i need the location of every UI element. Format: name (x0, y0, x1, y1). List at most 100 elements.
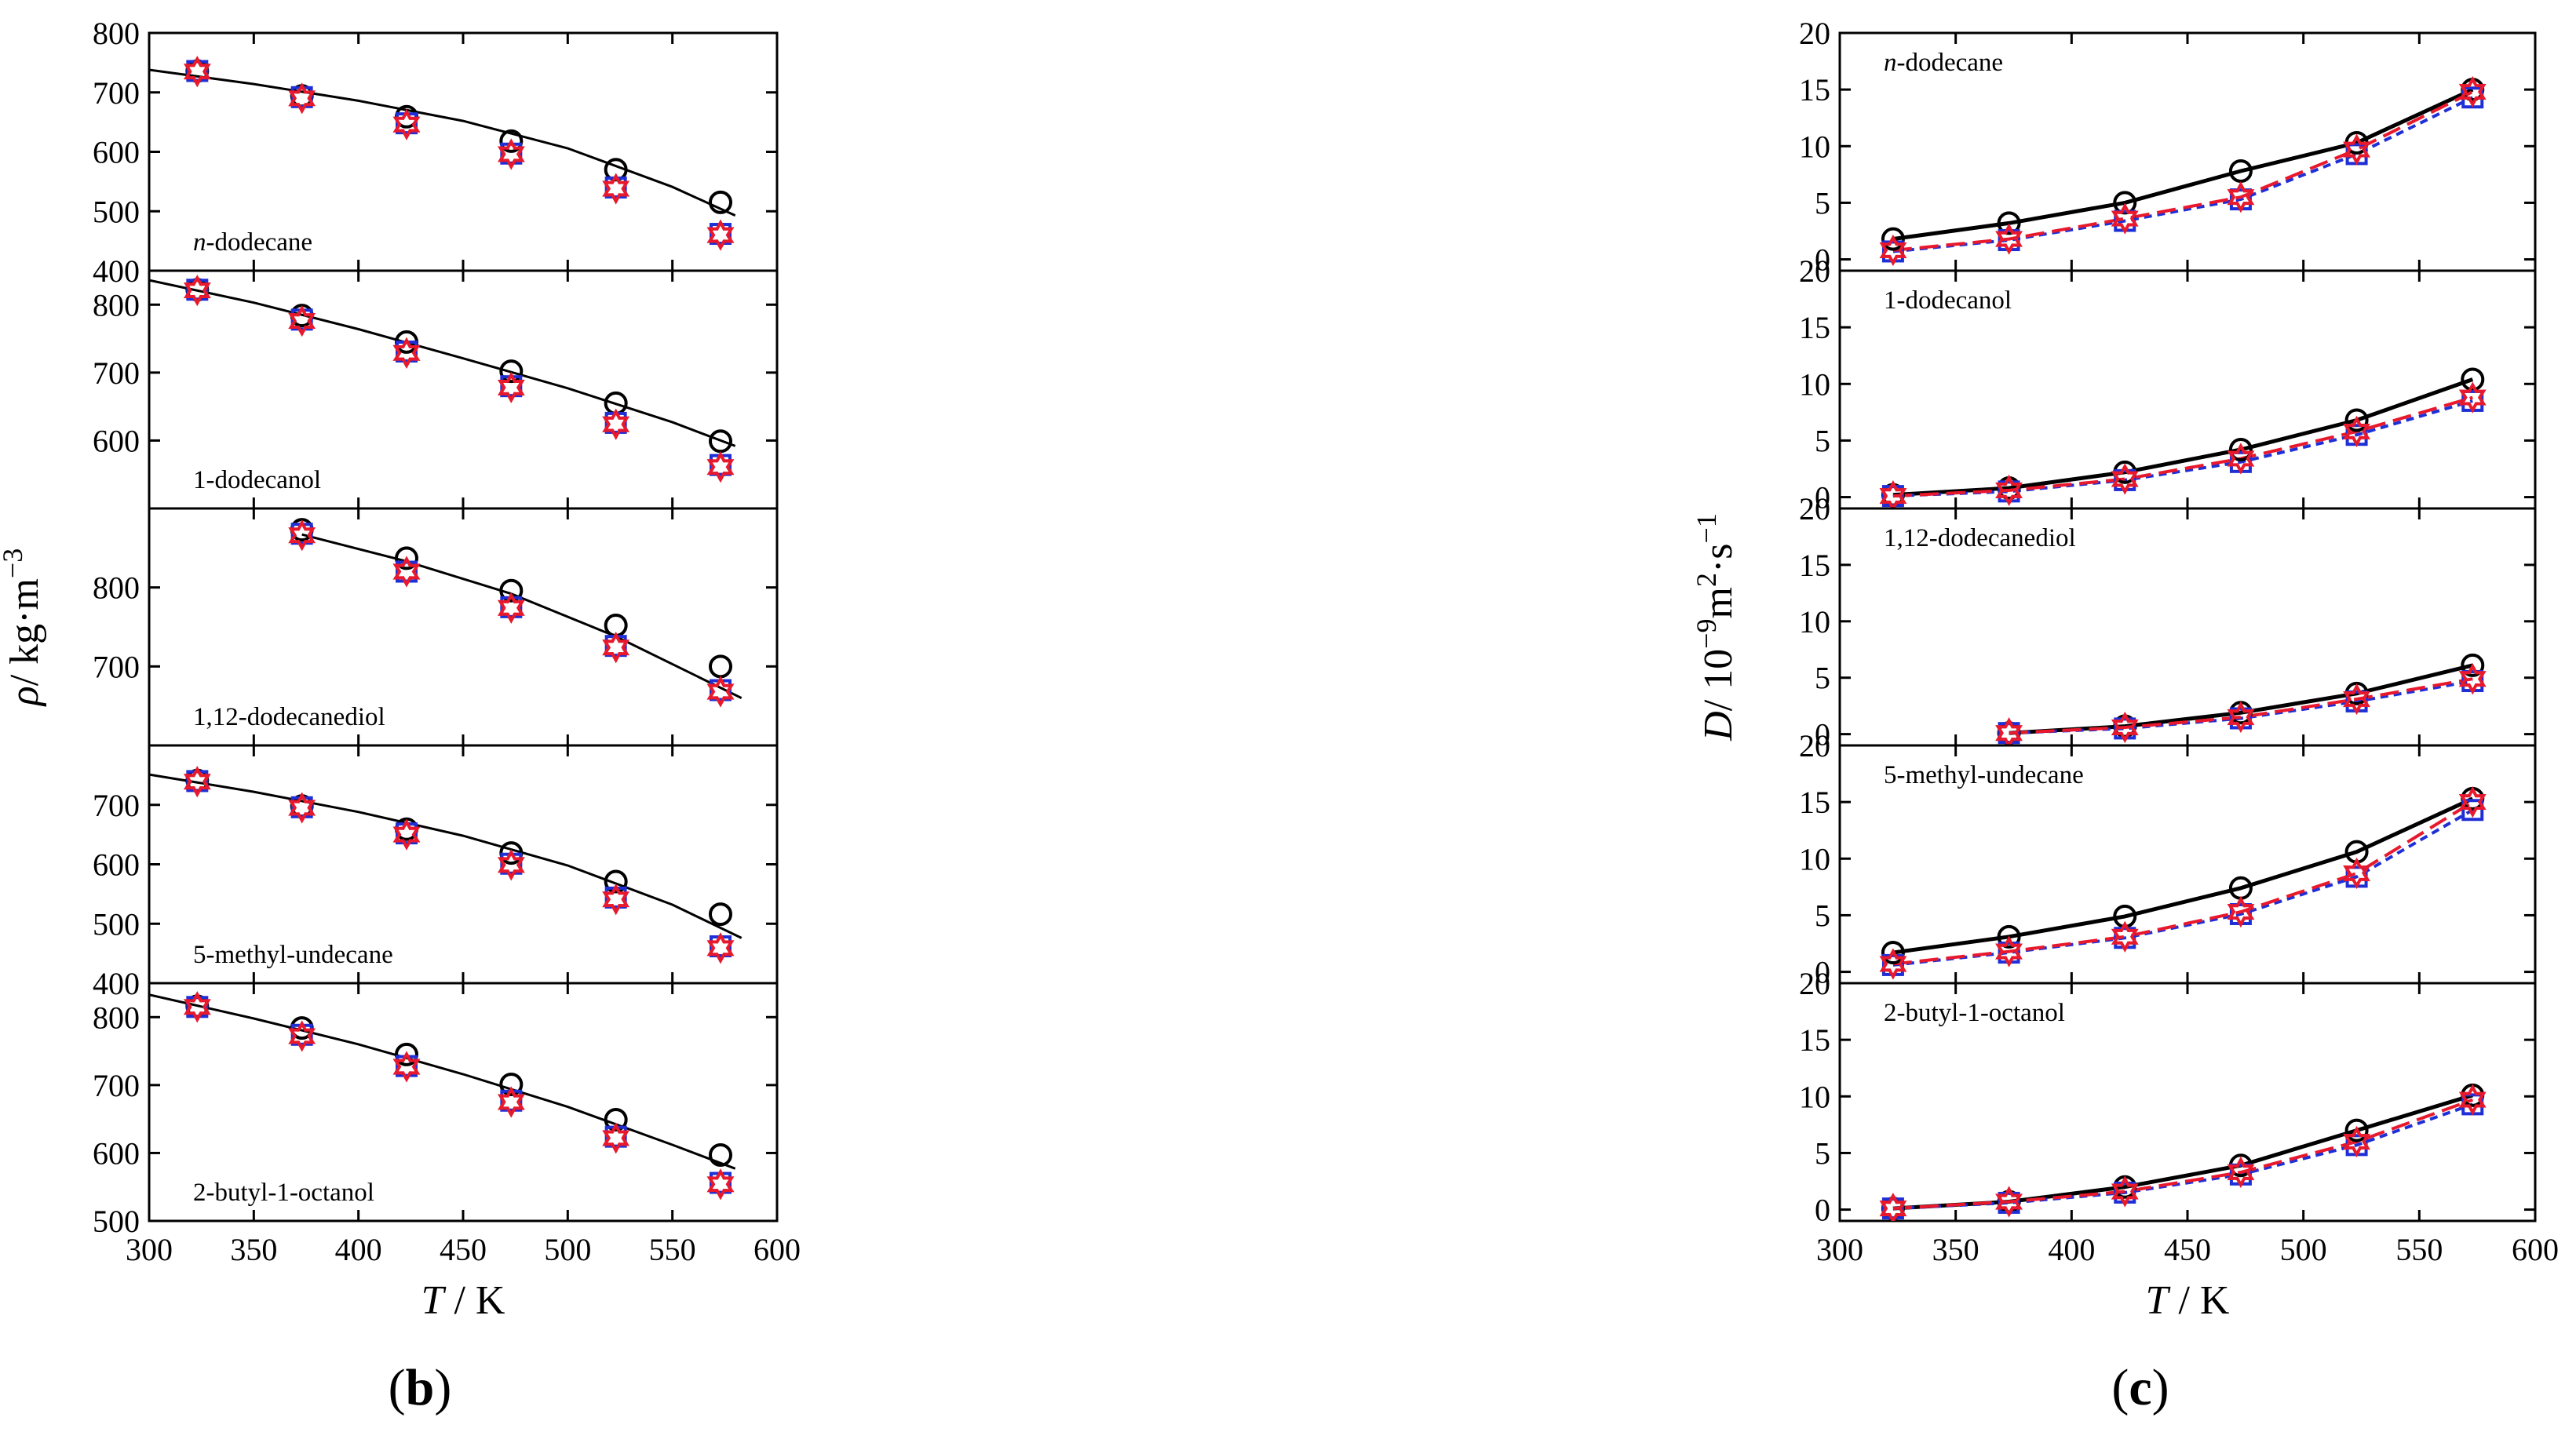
point-model-2 (706, 676, 735, 708)
series-line-model-2 (1892, 800, 2474, 966)
x-tick-label: 600 (753, 1232, 801, 1267)
point-model-2 (1995, 474, 2023, 507)
point-experiment (709, 1143, 732, 1168)
y-tick-label: 20 (1799, 728, 1830, 763)
caption-c: (c) (2111, 1359, 2169, 1416)
point-model-2 (706, 932, 735, 964)
point-model-2 (288, 304, 316, 337)
point-model-2 (1995, 935, 2023, 967)
point-model-2 (2343, 857, 2370, 890)
point-model-2 (2458, 75, 2487, 108)
panel-c-4: 0 5 10 15 20 5-methyl-undecane (1799, 728, 2537, 990)
panel-label: n-dodecane (193, 228, 312, 257)
y-tick-label: 800 (93, 570, 140, 606)
series-line-model-2 (1892, 395, 2473, 498)
caption-letter: b (406, 1359, 435, 1416)
panel-data (1879, 785, 2487, 980)
y-tick-label: 15 (1799, 1022, 1830, 1058)
series-line-model-2 (1892, 1098, 2473, 1211)
x-tick-label: 400 (335, 1232, 382, 1267)
panel-b-4: 400 500 600 700 5-methyl-undecane (93, 744, 779, 1001)
point-model-2 (2343, 415, 2370, 448)
series-line-experiment (1892, 377, 2474, 497)
series-line-experiment (1892, 87, 2474, 242)
y-axis-unit-m: m (1696, 587, 1741, 618)
y-axis-title: ρ/ kg·m−3 (0, 548, 47, 708)
y-tick-label: 10 (1799, 604, 1830, 639)
point-model-2 (1879, 1192, 1907, 1221)
panel-label-text: 1,12-dodecanediol (1884, 524, 2076, 552)
series-line-model-2 (2009, 677, 2473, 735)
point-model-1 (2461, 799, 2484, 822)
y-tick-label: 0 (1815, 480, 1830, 516)
point-model-2 (2111, 463, 2139, 495)
panel-label: 5-methyl-undecane (1884, 761, 2084, 789)
point-model-2 (602, 1122, 630, 1154)
point-model-2 (183, 274, 211, 307)
eos-curve (149, 68, 736, 217)
y-tick-label: 500 (93, 906, 140, 942)
y-tick-label: 600 (93, 135, 140, 170)
y-axis-unit: / 10 (1696, 649, 1741, 711)
point-model-2 (2458, 1084, 2487, 1116)
series-line-experiment (1892, 1093, 2474, 1211)
panel-data (149, 991, 736, 1201)
point-model-2 (2111, 711, 2139, 744)
y-tick-label: 15 (1799, 548, 1830, 583)
panel-c-1: 0 5 10 15 20 n-dodecane (1799, 16, 2537, 278)
series-line-model-2 (1892, 90, 2474, 252)
point-model-2 (497, 592, 525, 624)
point-model-2 (2343, 1125, 2370, 1158)
point-model-2 (183, 991, 211, 1023)
point-model-2 (392, 818, 421, 851)
panel-label-text: 1-dodecanol (1884, 286, 2012, 315)
y-tick-label: 0 (1815, 717, 1830, 752)
y-tick-label: 400 (93, 253, 140, 289)
point-model-2 (497, 1086, 525, 1118)
point-model-2 (392, 1051, 421, 1083)
point-model-2 (288, 519, 316, 552)
panel-b-1: 400 500 600 700 800 n-dodecane (93, 16, 779, 289)
panel-label: 1-dodecanol (1884, 286, 2012, 315)
point-model-2 (1879, 948, 1907, 980)
point-experiment (2344, 408, 2369, 432)
y-tick-label: 700 (93, 355, 140, 391)
panel-label: 1-dodecanol (193, 466, 321, 494)
panel-c-2: 0 5 10 15 20 1-dodecanol (1799, 253, 2537, 516)
point-experiment (2461, 367, 2485, 392)
point-experiment (2344, 1118, 2369, 1142)
y-axis-superscript: −3 (0, 548, 28, 578)
point-model-2 (392, 108, 421, 140)
y-tick-label: 800 (93, 287, 140, 322)
caption-close: ) (2152, 1359, 2169, 1416)
caption-b: (b) (389, 1359, 452, 1416)
y-tick-label: 0 (1815, 1193, 1830, 1228)
panel-label-text: 5-methyl-undecane (193, 941, 393, 969)
panel-label: n-dodecane (1884, 49, 2003, 77)
panel-label-text: 1,12-dodecanediol (193, 703, 385, 731)
point-model-2 (392, 337, 421, 369)
point-model-2 (602, 173, 630, 205)
point-model-2 (706, 219, 735, 251)
caption-letter: c (2129, 1359, 2151, 1416)
y-tick-label: 600 (93, 423, 140, 458)
panel-data (149, 766, 743, 964)
panel-data (1995, 653, 2487, 745)
y-tick-label: 0 (1815, 955, 1830, 990)
point-model-2 (2111, 920, 2139, 953)
x-axis-symbol: T (2146, 1278, 2171, 1323)
panel-data (1879, 75, 2487, 267)
point-model-2 (602, 408, 630, 440)
y-axis-superscript-3: −1 (1691, 513, 1722, 543)
point-model-2 (706, 1168, 735, 1201)
panel-c-5: 0 5 10 15 20 2-butyl-1-octanol (1799, 966, 2537, 1228)
panel-b-3: 700 800 1,12-dodecanediol (93, 507, 779, 747)
x-tick-label: 550 (649, 1232, 696, 1267)
panel-data (1879, 1083, 2487, 1221)
point-model-2 (2458, 785, 2487, 818)
y-tick-label: 15 (1799, 310, 1830, 345)
point-experiment (1997, 211, 2021, 235)
y-tick-label: 600 (93, 1135, 140, 1171)
x-tick-label: 350 (230, 1232, 277, 1267)
